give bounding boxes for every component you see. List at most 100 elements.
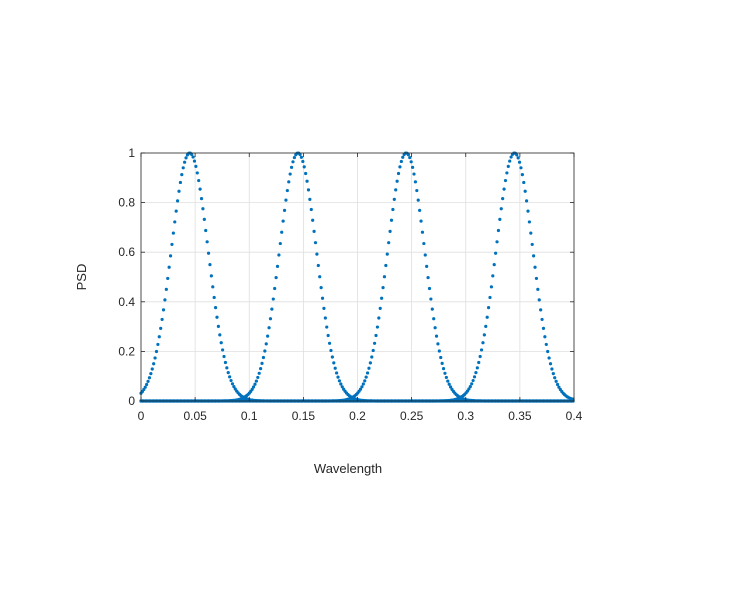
data-point bbox=[395, 179, 399, 183]
data-point bbox=[423, 253, 427, 257]
data-point bbox=[427, 286, 432, 291]
data-point bbox=[160, 317, 164, 322]
data-point bbox=[415, 188, 419, 193]
data-point bbox=[302, 165, 306, 169]
data-point bbox=[468, 385, 472, 389]
data-point bbox=[515, 153, 519, 157]
data-point bbox=[327, 341, 332, 345]
data-point bbox=[251, 385, 256, 389]
data-point bbox=[475, 366, 479, 370]
data-point bbox=[213, 306, 218, 310]
y-axis-label: PSD bbox=[74, 264, 89, 291]
data-point bbox=[278, 241, 282, 246]
data-point bbox=[312, 229, 316, 233]
data-point bbox=[501, 196, 505, 201]
data-point bbox=[413, 180, 418, 184]
data-point bbox=[299, 155, 304, 159]
data-point bbox=[336, 375, 340, 379]
data-point bbox=[304, 171, 308, 176]
data-point bbox=[399, 159, 403, 164]
data-point bbox=[216, 324, 220, 328]
data-point bbox=[477, 360, 481, 365]
x-tick-label: 0.4 bbox=[566, 409, 583, 423]
data-point bbox=[316, 263, 320, 268]
data-point bbox=[422, 241, 426, 246]
data-point bbox=[340, 385, 344, 389]
data-point bbox=[232, 385, 236, 389]
data-point bbox=[309, 207, 313, 212]
data-point bbox=[384, 263, 388, 268]
data-point bbox=[532, 254, 536, 258]
data-point bbox=[411, 165, 415, 169]
data-point bbox=[391, 207, 395, 212]
data-point bbox=[229, 378, 233, 383]
data-point bbox=[439, 355, 443, 360]
y-axis-ticks: 0 0.2 0.4 0.6 0.8 1 bbox=[118, 146, 574, 408]
x-tick-label: 0.1 bbox=[241, 409, 258, 423]
data-point bbox=[284, 198, 288, 202]
data-point bbox=[387, 241, 391, 245]
data-point bbox=[170, 242, 174, 247]
data-point bbox=[289, 165, 294, 169]
data-point bbox=[174, 209, 178, 213]
data-point bbox=[358, 387, 363, 391]
data-point bbox=[212, 295, 216, 300]
data-point bbox=[478, 354, 482, 359]
data-point bbox=[436, 342, 440, 346]
data-point bbox=[491, 274, 495, 278]
data-point bbox=[498, 217, 502, 221]
data-point bbox=[315, 252, 319, 256]
data-point bbox=[282, 208, 287, 212]
data-point bbox=[486, 306, 491, 310]
data-point bbox=[288, 172, 292, 176]
data-point bbox=[228, 375, 232, 379]
data-point bbox=[434, 334, 439, 338]
data-point bbox=[481, 341, 485, 345]
data-point bbox=[146, 379, 150, 383]
data-point bbox=[205, 240, 209, 244]
data-point bbox=[335, 371, 339, 375]
data-point bbox=[149, 372, 153, 376]
x-tick-label: 0.35 bbox=[508, 409, 532, 423]
data-point bbox=[496, 228, 501, 233]
data-point bbox=[333, 366, 337, 370]
data-point bbox=[492, 263, 496, 267]
data-point bbox=[557, 385, 561, 389]
data-point bbox=[374, 333, 378, 338]
data-point bbox=[180, 173, 184, 177]
data-point bbox=[225, 366, 229, 370]
data-point bbox=[181, 166, 185, 170]
data-point bbox=[306, 188, 311, 192]
data-point bbox=[202, 217, 206, 221]
data-point bbox=[373, 341, 377, 345]
data-point bbox=[266, 334, 270, 338]
data-point bbox=[168, 254, 173, 258]
data-point bbox=[291, 160, 295, 164]
data-point bbox=[432, 317, 436, 321]
data-point bbox=[259, 367, 263, 371]
data-point bbox=[183, 160, 187, 164]
data-point bbox=[541, 326, 546, 330]
data-point bbox=[322, 306, 326, 310]
data-point bbox=[191, 155, 195, 159]
data-point bbox=[416, 198, 420, 202]
data-point bbox=[516, 156, 520, 160]
data-point bbox=[171, 231, 175, 235]
data-point bbox=[209, 274, 213, 278]
data-point bbox=[326, 333, 330, 338]
data-point bbox=[444, 375, 448, 380]
data-point bbox=[526, 209, 530, 213]
data-point bbox=[509, 155, 513, 159]
data-point bbox=[223, 360, 228, 365]
y-tick-label: 0.4 bbox=[118, 295, 135, 309]
data-point bbox=[406, 153, 410, 157]
data-point bbox=[325, 325, 329, 329]
data-point bbox=[489, 285, 494, 289]
data-point bbox=[175, 199, 180, 203]
data-point bbox=[474, 371, 478, 375]
data-point bbox=[332, 361, 336, 365]
data-point bbox=[368, 361, 372, 365]
data-point bbox=[161, 308, 166, 312]
data-point bbox=[143, 385, 147, 389]
